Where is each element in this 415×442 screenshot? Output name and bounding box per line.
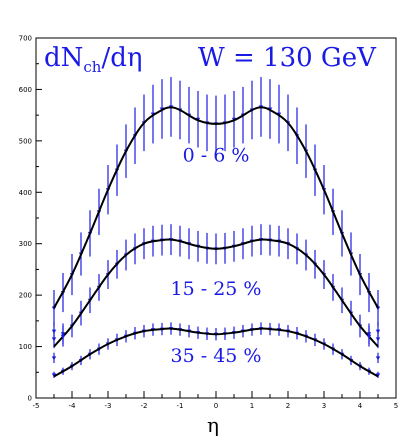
x-axis: -5 -4 -3 -2 -1 0 1 2 3 4 5	[33, 391, 398, 410]
y-tick-label: 700	[19, 35, 32, 43]
x-tick-label: 4	[358, 402, 363, 410]
fit-curve	[53, 327, 379, 378]
y-tick-label: 100	[19, 343, 32, 351]
series-layer: 0 - 6 % 15 - 25 % 35 - 45 %	[51, 77, 381, 378]
fit-curve	[53, 106, 379, 309]
data-point	[366, 334, 372, 339]
x-tick-label: 3	[322, 402, 326, 410]
y-axis: 0 100 200 300 400 500 600 700	[19, 35, 42, 403]
data-point	[375, 329, 381, 334]
data-point	[375, 356, 381, 361]
y-tick-label: 400	[19, 189, 32, 197]
series-label: 15 - 25 %	[171, 278, 262, 300]
x-tick-label: -1	[177, 402, 184, 410]
y-tick-label: 600	[19, 86, 32, 94]
series-label: 35 - 45 %	[171, 345, 262, 367]
fit-curve	[53, 238, 379, 348]
x-tick-label: 1	[250, 402, 254, 410]
y-tick-label: 0	[28, 395, 32, 403]
data-point	[51, 356, 57, 361]
x-tick-label: -5	[33, 402, 40, 410]
data-point	[51, 329, 57, 334]
y-tick-label: 500	[19, 137, 32, 145]
x-axis-label: η	[207, 413, 219, 437]
energy-label: W = 130 GeV	[198, 43, 377, 73]
x-tick-label: 0	[214, 402, 218, 410]
y-tick-label: 300	[19, 240, 32, 248]
series-0: 0 - 6 %	[51, 77, 381, 326]
series-2: 35 - 45 %	[51, 322, 381, 378]
x-tick-label: -3	[105, 402, 112, 410]
x-tick-label: -4	[69, 402, 77, 410]
x-tick-label: 2	[286, 402, 290, 410]
series-label: 0 - 6 %	[183, 144, 250, 166]
outlier-points	[51, 321, 381, 364]
series-1: 15 - 25 %	[51, 224, 381, 349]
chart-title: dNch/dη	[44, 43, 142, 76]
y-tick-label: 200	[19, 292, 32, 300]
x-tick-label: -2	[141, 402, 148, 410]
x-tick-label: 5	[394, 402, 398, 410]
data-point	[60, 334, 66, 339]
